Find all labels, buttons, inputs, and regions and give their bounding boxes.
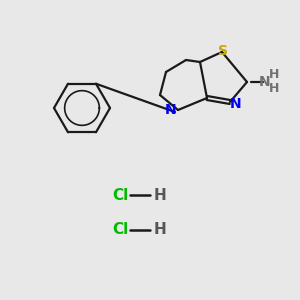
Text: Cl: Cl [112, 223, 128, 238]
Text: H: H [154, 188, 166, 202]
Text: H: H [269, 82, 279, 95]
Text: H: H [269, 68, 279, 82]
Text: Cl: Cl [112, 188, 128, 202]
Text: S: S [218, 44, 228, 58]
Text: N: N [259, 75, 271, 89]
Text: N: N [230, 97, 242, 111]
Text: N: N [165, 103, 177, 117]
Text: H: H [154, 223, 166, 238]
